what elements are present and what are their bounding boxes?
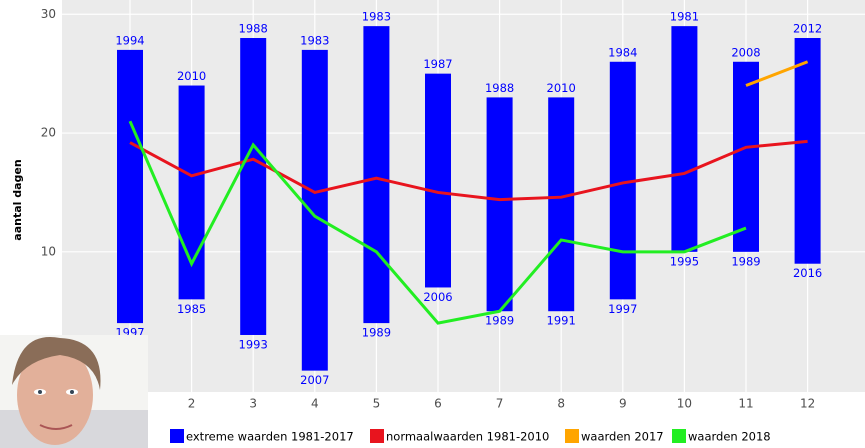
- max-year-label: 1983: [300, 33, 329, 47]
- y-tick-label: 20: [41, 126, 56, 140]
- max-year-label: 1988: [485, 81, 514, 95]
- min-year-label: 1993: [239, 337, 268, 351]
- legend-swatch: [672, 429, 686, 443]
- x-tick-label: 12: [800, 397, 815, 411]
- max-year-label: 2010: [547, 81, 576, 95]
- legend-label: waarden 2017: [581, 430, 664, 444]
- photo: [0, 335, 148, 448]
- range-bar: [425, 74, 451, 288]
- range-bar: [733, 62, 759, 252]
- min-year-label: 2007: [300, 373, 329, 387]
- min-year-label: 1997: [608, 302, 637, 316]
- range-bar: [363, 26, 389, 323]
- chart: aantal dagen 10 20 30 2 3 4 5 6 7 8 9 10 11 12 1994 199…: [0, 0, 865, 448]
- x-tick-label: 8: [557, 397, 565, 411]
- legend-swatch: [565, 429, 579, 443]
- x-tick-label: 5: [373, 397, 381, 411]
- min-year-label: 1995: [670, 254, 699, 268]
- legend-swatch: [370, 429, 384, 443]
- max-year-label: 1981: [670, 10, 699, 24]
- y-tick-label: 30: [41, 7, 56, 21]
- range-bar: [302, 50, 328, 371]
- min-year-label: 1991: [547, 314, 576, 328]
- y-tick-label: 10: [41, 244, 56, 258]
- min-year-label: 2006: [423, 290, 452, 304]
- x-tick-label: 3: [249, 397, 257, 411]
- legend-label: extreme waarden 1981-2017: [186, 430, 354, 444]
- min-year-label: 2016: [793, 266, 822, 280]
- x-tick-label: 7: [496, 397, 504, 411]
- range-bar: [795, 38, 821, 264]
- range-bar: [671, 26, 697, 252]
- x-tick-label: 10: [677, 397, 692, 411]
- range-bar: [240, 38, 266, 335]
- max-year-label: 2012: [793, 22, 822, 36]
- x-tick-label: 4: [311, 397, 319, 411]
- min-year-label: 1989: [362, 326, 391, 340]
- legend-label: normaalwaarden 1981-2010: [386, 430, 549, 444]
- max-year-label: 1988: [239, 22, 268, 36]
- x-tick-label: 2: [188, 397, 196, 411]
- max-year-label: 1984: [608, 45, 637, 59]
- min-year-label: 1985: [177, 302, 206, 316]
- range-bar: [487, 97, 513, 311]
- x-tick-label: 9: [619, 397, 627, 411]
- range-bar: [179, 86, 205, 300]
- max-year-label: 2008: [731, 45, 760, 59]
- range-bar: [117, 50, 143, 323]
- legend-swatch: [170, 429, 184, 443]
- min-year-label: 1989: [731, 254, 760, 268]
- y-axis-title: aantal dagen: [11, 159, 24, 240]
- max-year-label: 1983: [362, 10, 391, 24]
- max-year-label: 1994: [115, 33, 144, 47]
- min-year-label: 1989: [485, 314, 514, 328]
- legend-label: waarden 2018: [688, 430, 771, 444]
- x-tick-label: 11: [738, 397, 753, 411]
- max-year-label: 1987: [423, 57, 452, 71]
- x-tick-label: 6: [434, 397, 442, 411]
- range-bar: [548, 97, 574, 311]
- max-year-label: 2010: [177, 69, 206, 83]
